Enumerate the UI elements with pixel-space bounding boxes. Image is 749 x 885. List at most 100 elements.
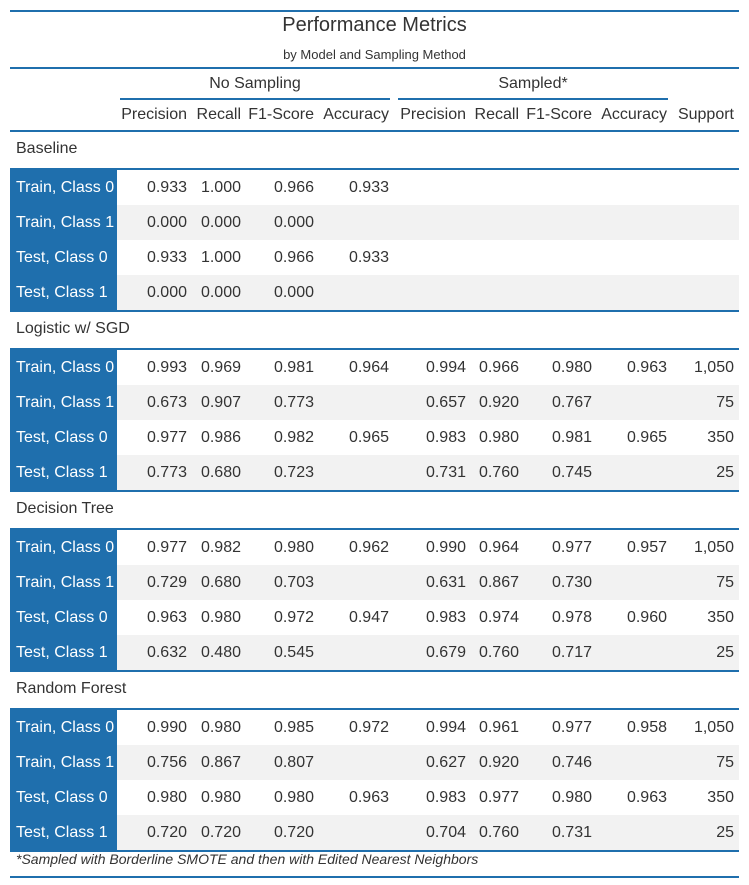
table-cell (449, 275, 519, 310)
row-label: Train, Class 1 (10, 565, 117, 600)
table-cell: 0.962 (348, 539, 389, 556)
table-cell (597, 205, 667, 240)
table-cell: 0.980 (551, 789, 592, 806)
table-cell: 0.983 (425, 789, 466, 806)
table-cell: 0.920 (478, 394, 519, 411)
table-cell: 0.867 (478, 574, 519, 591)
table-cell: 0.703 (273, 574, 314, 591)
table-cell: 75 (716, 394, 734, 411)
table-cell (449, 170, 519, 205)
table-cell: 0.972 (348, 719, 389, 736)
table-cell: 0.980 (200, 609, 241, 626)
table-cell: 0.977 (146, 539, 187, 556)
table-cell: 0.961 (478, 719, 519, 736)
table-cell: 1.000 (200, 179, 241, 196)
table-cell: 0.964 (478, 539, 519, 556)
table-cell: 0.920 (478, 754, 519, 771)
group-end-rule (10, 310, 739, 312)
table-cell (664, 170, 734, 205)
table-cell: 0.982 (273, 429, 314, 446)
row-label: Test, Class 0 (10, 600, 117, 635)
table-cell: 0.773 (273, 394, 314, 411)
table-cell: 0.000 (146, 284, 187, 301)
table-cell: 0.994 (425, 359, 466, 376)
column-header-support-8: Support (677, 106, 734, 123)
table-cell: 0.627 (425, 754, 466, 771)
table-cell: 0.972 (273, 609, 314, 626)
table-cell: 0.963 (626, 789, 667, 806)
table-cell: 0.958 (626, 719, 667, 736)
table-cell: 0.756 (146, 754, 187, 771)
table-cell: 0.720 (200, 824, 241, 841)
table-cell: 350 (707, 429, 734, 446)
table-cell (319, 455, 389, 490)
table-cell: 0.963 (626, 359, 667, 376)
table-cell: 0.000 (200, 284, 241, 301)
table-cell: 0.969 (200, 359, 241, 376)
row-label: Test, Class 0 (10, 240, 117, 275)
row-label: Train, Class 1 (10, 385, 117, 420)
table-cell: 0.990 (146, 719, 187, 736)
table-cell: 0.965 (626, 429, 667, 446)
table-cell: 0.767 (551, 394, 592, 411)
table-cell (597, 635, 667, 670)
column-header-recall-5: Recall (474, 106, 519, 123)
group-label: Baseline (16, 140, 78, 157)
table-cell: 0.977 (551, 539, 592, 556)
table-cell: 0.933 (348, 249, 389, 266)
bottom-rule (10, 876, 739, 878)
table-cell: 25 (716, 644, 734, 661)
group-end-rule (10, 850, 739, 852)
table-cell: 0.966 (273, 249, 314, 266)
table-cell (597, 170, 667, 205)
table-cell: 0.000 (273, 284, 314, 301)
table-cell (319, 745, 389, 780)
group-end-rule (10, 490, 739, 492)
table-cell: 0.980 (551, 359, 592, 376)
group-rule (10, 348, 739, 350)
table-cell: 350 (707, 789, 734, 806)
table-cell: 0.632 (146, 644, 187, 661)
header-top-rule (10, 67, 739, 69)
table-cell: 0.657 (425, 394, 466, 411)
table-row (10, 745, 739, 780)
table-cell: 0.933 (348, 179, 389, 196)
table-cell: 0.760 (478, 824, 519, 841)
table-cell: 0.981 (551, 429, 592, 446)
table-cell: 0.631 (425, 574, 466, 591)
table-subtitle: by Model and Sampling Method (283, 47, 466, 62)
table-cell (597, 815, 667, 850)
group-label: Logistic w/ SGD (16, 320, 130, 337)
table-cell (522, 275, 592, 310)
group-label: Random Forest (16, 680, 127, 697)
table-row (10, 635, 739, 670)
table-cell: 0.760 (478, 464, 519, 481)
row-label: Train, Class 1 (10, 745, 117, 780)
table-cell: 1,050 (693, 359, 734, 376)
table-cell: 0.966 (273, 179, 314, 196)
table-cell: 0.980 (273, 789, 314, 806)
table-cell (664, 240, 734, 275)
table-cell: 0.760 (478, 644, 519, 661)
table-row (10, 385, 739, 420)
table-cell: 0.964 (348, 359, 389, 376)
row-label: Test, Class 0 (10, 420, 117, 455)
table-cell: 0.000 (200, 214, 241, 231)
table-cell (319, 385, 389, 420)
table-cell: 0.980 (146, 789, 187, 806)
table-cell: 0.746 (551, 754, 592, 771)
table-cell: 0.731 (425, 464, 466, 481)
table-cell: 75 (716, 754, 734, 771)
row-label: Test, Class 0 (10, 780, 117, 815)
group-rule (10, 528, 739, 530)
table-cell (664, 205, 734, 240)
table-cell: 0.965 (348, 429, 389, 446)
table-cell: 0.993 (146, 359, 187, 376)
table-cell: 0.963 (348, 789, 389, 806)
table-cell: 0.000 (273, 214, 314, 231)
table-row (10, 455, 739, 490)
table-cell: 0.933 (146, 249, 187, 266)
table-cell: 0.000 (146, 214, 187, 231)
table-cell: 0.729 (146, 574, 187, 591)
